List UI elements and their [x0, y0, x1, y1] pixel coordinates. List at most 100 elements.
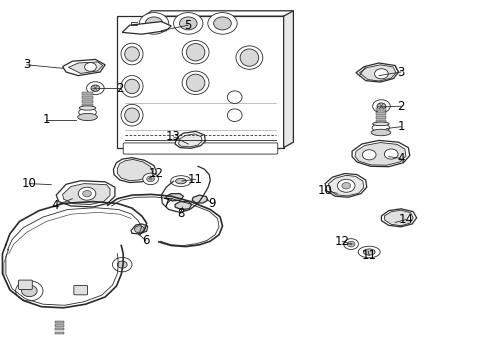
- Circle shape: [91, 85, 100, 91]
- Ellipse shape: [240, 49, 258, 66]
- Circle shape: [142, 173, 158, 185]
- FancyBboxPatch shape: [117, 16, 283, 148]
- Ellipse shape: [357, 246, 380, 258]
- Text: 9: 9: [208, 197, 216, 210]
- Circle shape: [346, 241, 354, 247]
- FancyBboxPatch shape: [19, 280, 32, 289]
- Ellipse shape: [79, 106, 96, 110]
- Text: 5: 5: [184, 19, 192, 32]
- Circle shape: [374, 69, 387, 79]
- Polygon shape: [117, 159, 152, 181]
- Circle shape: [84, 63, 96, 71]
- Circle shape: [362, 150, 375, 160]
- Bar: [82, 92, 93, 95]
- Text: 13: 13: [166, 130, 181, 143]
- Text: 10: 10: [22, 177, 37, 190]
- Text: 14: 14: [398, 213, 412, 226]
- Text: 3: 3: [23, 58, 31, 71]
- Polygon shape: [113, 158, 156, 183]
- Text: 4: 4: [396, 152, 404, 165]
- Ellipse shape: [170, 176, 191, 186]
- Circle shape: [78, 187, 96, 200]
- Bar: [375, 108, 386, 111]
- Polygon shape: [328, 175, 363, 196]
- Circle shape: [82, 190, 91, 197]
- Text: 11: 11: [361, 249, 376, 262]
- Text: 10: 10: [317, 184, 332, 197]
- Polygon shape: [359, 65, 395, 81]
- Polygon shape: [175, 202, 191, 210]
- Text: 7: 7: [163, 197, 171, 210]
- Circle shape: [341, 183, 350, 189]
- Polygon shape: [354, 143, 405, 165]
- Circle shape: [213, 17, 231, 30]
- Text: 11: 11: [188, 173, 203, 186]
- Polygon shape: [283, 11, 293, 148]
- Ellipse shape: [371, 124, 389, 132]
- Bar: [55, 321, 63, 323]
- Ellipse shape: [182, 71, 209, 94]
- FancyBboxPatch shape: [74, 285, 87, 295]
- Circle shape: [337, 179, 354, 192]
- Bar: [375, 124, 386, 127]
- Polygon shape: [68, 62, 102, 73]
- Text: 12: 12: [334, 235, 349, 248]
- Circle shape: [21, 285, 37, 297]
- Ellipse shape: [121, 76, 143, 97]
- Bar: [375, 116, 386, 119]
- Polygon shape: [131, 224, 147, 234]
- Text: 3: 3: [396, 66, 404, 78]
- Polygon shape: [178, 134, 202, 147]
- Bar: [82, 104, 93, 107]
- Bar: [55, 332, 63, 334]
- FancyBboxPatch shape: [123, 143, 277, 154]
- Ellipse shape: [186, 74, 204, 91]
- Ellipse shape: [182, 40, 209, 64]
- Bar: [82, 96, 93, 99]
- Polygon shape: [384, 210, 412, 226]
- Circle shape: [16, 281, 43, 301]
- Bar: [55, 324, 63, 327]
- Polygon shape: [56, 181, 115, 207]
- Bar: [82, 108, 93, 111]
- Ellipse shape: [124, 47, 139, 61]
- Circle shape: [117, 261, 127, 268]
- Bar: [82, 100, 93, 103]
- Ellipse shape: [121, 43, 143, 65]
- Text: 2: 2: [116, 82, 123, 95]
- Text: 1: 1: [42, 113, 50, 126]
- Text: 6: 6: [142, 234, 149, 247]
- Ellipse shape: [175, 179, 186, 184]
- Ellipse shape: [236, 46, 263, 69]
- Bar: [375, 120, 386, 123]
- Polygon shape: [355, 63, 398, 82]
- Polygon shape: [62, 59, 105, 76]
- Polygon shape: [144, 11, 293, 16]
- Polygon shape: [122, 22, 171, 34]
- Polygon shape: [192, 195, 207, 203]
- Bar: [375, 112, 386, 115]
- Ellipse shape: [227, 91, 242, 104]
- Circle shape: [146, 176, 154, 182]
- Circle shape: [372, 100, 389, 113]
- Ellipse shape: [370, 129, 390, 136]
- Polygon shape: [381, 209, 416, 227]
- Ellipse shape: [78, 113, 97, 121]
- Text: 12: 12: [149, 167, 163, 180]
- Circle shape: [384, 149, 397, 159]
- Circle shape: [343, 239, 358, 249]
- Circle shape: [134, 226, 144, 233]
- Polygon shape: [351, 140, 409, 167]
- Circle shape: [173, 13, 203, 34]
- Ellipse shape: [372, 122, 388, 126]
- Text: 2: 2: [396, 100, 404, 113]
- Ellipse shape: [186, 44, 204, 61]
- Polygon shape: [175, 131, 205, 148]
- Ellipse shape: [363, 249, 374, 255]
- Circle shape: [207, 13, 237, 34]
- Polygon shape: [325, 174, 366, 197]
- Bar: [55, 328, 63, 330]
- Ellipse shape: [121, 104, 143, 126]
- Ellipse shape: [124, 108, 139, 122]
- Text: 8: 8: [177, 207, 184, 220]
